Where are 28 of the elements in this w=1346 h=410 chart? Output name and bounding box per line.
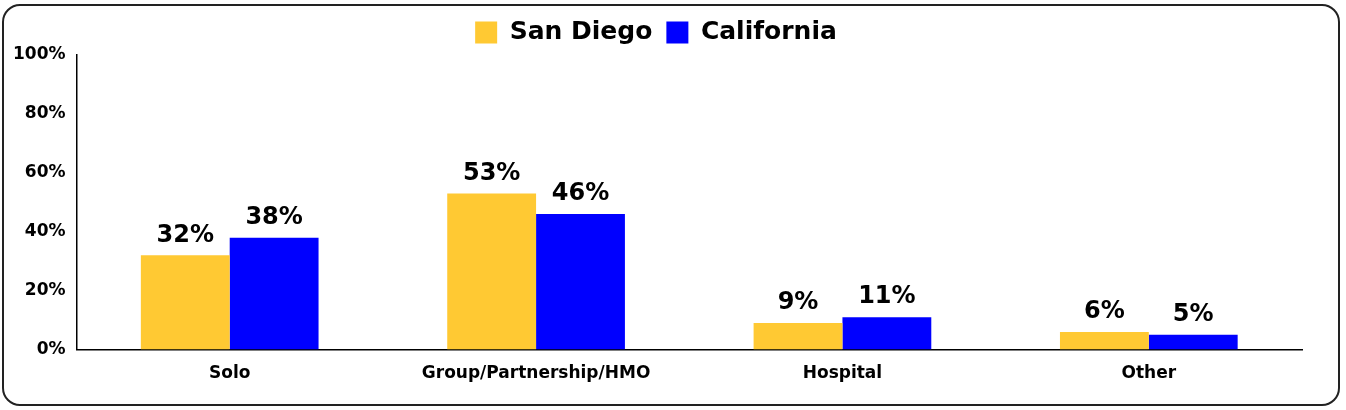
bar xyxy=(842,317,932,350)
legend-label: San Diego xyxy=(509,16,653,45)
bar xyxy=(140,255,230,350)
y-tick-label: 100% xyxy=(12,43,66,64)
x-tick-label: Group/Partnership/HMO xyxy=(421,362,651,383)
bar xyxy=(1148,334,1238,350)
x-tick-label: Hospital xyxy=(802,362,883,383)
data-label: 11% xyxy=(858,281,916,310)
legend-label: California xyxy=(700,16,837,45)
x-tick-label: Solo xyxy=(208,362,251,383)
data-label: 46% xyxy=(551,178,610,207)
y-tick-label: 20% xyxy=(24,279,66,300)
y-tick-label: 60% xyxy=(24,161,66,182)
bar xyxy=(447,193,537,350)
bar xyxy=(229,237,319,350)
bar xyxy=(1059,331,1149,350)
bar xyxy=(536,214,625,350)
y-tick-label: 0% xyxy=(36,338,66,359)
y-tick-label: 40% xyxy=(24,220,66,241)
data-label: 53% xyxy=(462,157,521,186)
bar xyxy=(753,323,843,350)
data-label: 38% xyxy=(245,201,303,230)
x-tick-label: Other xyxy=(1121,362,1177,383)
data-label: 6% xyxy=(1084,296,1125,325)
data-label: 5% xyxy=(1172,299,1214,328)
data-label: 9% xyxy=(777,287,819,316)
y-tick-label: 80% xyxy=(24,102,66,123)
data-label: 32% xyxy=(156,219,215,248)
